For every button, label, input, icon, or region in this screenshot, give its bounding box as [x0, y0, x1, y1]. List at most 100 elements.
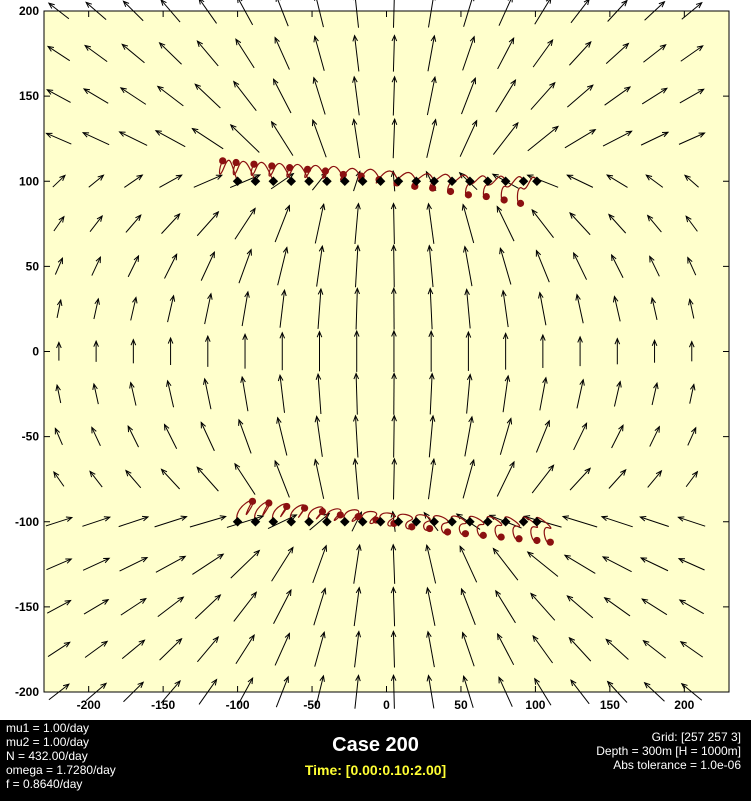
trajectory-upper [268, 162, 292, 182]
field-arrow [496, 460, 515, 497]
field-arrow [88, 174, 105, 188]
field-arrow [602, 130, 633, 147]
circle-marker-upper [516, 199, 525, 207]
field-arrow [125, 214, 142, 233]
field-arrow [532, 634, 554, 664]
field-arrow [427, 287, 434, 330]
field-arrow [535, 419, 550, 453]
field-arrow [84, 44, 108, 63]
quiver-plot: -200 -150 -100 -50 0 50 100 150 200 -200 -150 -100 -… [15, 0, 730, 712]
field-arrow [354, 244, 361, 288]
field-arrow [532, 38, 554, 68]
field-arrow [428, 414, 436, 458]
field-arrow [46, 89, 71, 103]
field-arrow [651, 339, 658, 363]
trajectory-lower [504, 516, 521, 541]
circle-marker-lower [318, 507, 327, 516]
field-arrow [121, 43, 145, 64]
x-tick-label: 0 [383, 698, 390, 712]
field-arrow [91, 426, 101, 447]
field-arrow [461, 203, 475, 244]
field-arrow [651, 381, 659, 406]
field-arrow [82, 88, 109, 104]
diamond-marker-lower [286, 516, 296, 527]
diamond-marker-lower [518, 516, 529, 527]
field-arrow [314, 630, 326, 667]
field-arrow [601, 556, 632, 573]
diamond-marker-upper [500, 176, 511, 187]
field-arrow [390, 202, 397, 245]
time-range: Time: [0.00:0.10:2.00] [304, 762, 447, 778]
field-arrow [680, 45, 704, 62]
field-arrow [119, 556, 149, 572]
field-arrow [84, 640, 109, 658]
field-arrow [159, 174, 183, 188]
field-arrow [352, 75, 360, 116]
field-arrow [164, 253, 178, 279]
field-arrow [427, 34, 437, 72]
field-arrow [573, 251, 588, 280]
circle-marker-upper [339, 170, 347, 179]
field-arrow [189, 515, 227, 528]
field-arrow [155, 555, 187, 573]
field-arrow [687, 256, 697, 276]
diamond-marker-upper [232, 176, 243, 187]
field-arrow [460, 587, 476, 625]
trajectory-lower [432, 515, 449, 534]
trajectory-lower [236, 500, 254, 522]
field-arrow [118, 515, 150, 528]
field-arrow [614, 337, 621, 365]
field-arrow [235, 38, 255, 69]
field-arrow [204, 292, 213, 325]
circle-marker-lower [408, 523, 416, 531]
field-arrow [568, 40, 592, 66]
diamond-marker-lower [429, 516, 439, 527]
diamond-marker-upper [286, 176, 296, 187]
circle-marker-upper [429, 184, 437, 192]
field-arrow [53, 470, 65, 487]
trajectory-upper [250, 162, 274, 182]
field-arrow [390, 586, 397, 627]
field-arrow [127, 254, 140, 278]
circle-marker-upper [219, 157, 227, 165]
circle-marker-upper [303, 165, 312, 173]
field-arrow [568, 636, 592, 662]
field-arrow [160, 468, 181, 490]
field-arrow [426, 118, 438, 158]
field-arrow [234, 462, 256, 495]
field-arrow [611, 424, 624, 449]
param-mu2: mu2 = 1.00/day [6, 735, 90, 749]
field-arrow [492, 121, 519, 155]
field-arrow [642, 639, 666, 659]
field-arrow [677, 558, 705, 571]
trajectory-lower [535, 516, 552, 544]
field-arrow [462, 35, 476, 71]
field-arrow [535, 249, 550, 283]
field-arrow [461, 77, 477, 115]
field-arrow [89, 470, 103, 488]
field-arrow [314, 202, 326, 244]
field-arrow [56, 298, 63, 318]
field-arrow [274, 204, 291, 243]
circle-marker-lower [461, 530, 470, 538]
field-arrow [311, 118, 327, 158]
param-omega: omega = 1.7280/day [6, 763, 116, 777]
field-arrow [200, 250, 215, 281]
field-arrow [426, 75, 437, 116]
field-arrow [316, 244, 325, 287]
field-arrow [495, 78, 517, 113]
diamond-marker-lower [322, 516, 332, 527]
field-arrow [391, 286, 397, 330]
field-arrow [649, 425, 660, 447]
depth-info: Depth = 300m [H = 1000m] [596, 744, 741, 758]
field-arrow [233, 591, 258, 622]
field-arrow [459, 119, 478, 157]
field-arrow [273, 588, 292, 624]
diamond-marker-lower [232, 516, 243, 527]
field-arrow [575, 293, 584, 324]
field-arrow [242, 333, 248, 369]
field-arrow [55, 383, 62, 404]
diamond-marker-upper [429, 176, 439, 187]
diamond-marker-lower [465, 516, 475, 527]
field-arrow [279, 331, 286, 371]
